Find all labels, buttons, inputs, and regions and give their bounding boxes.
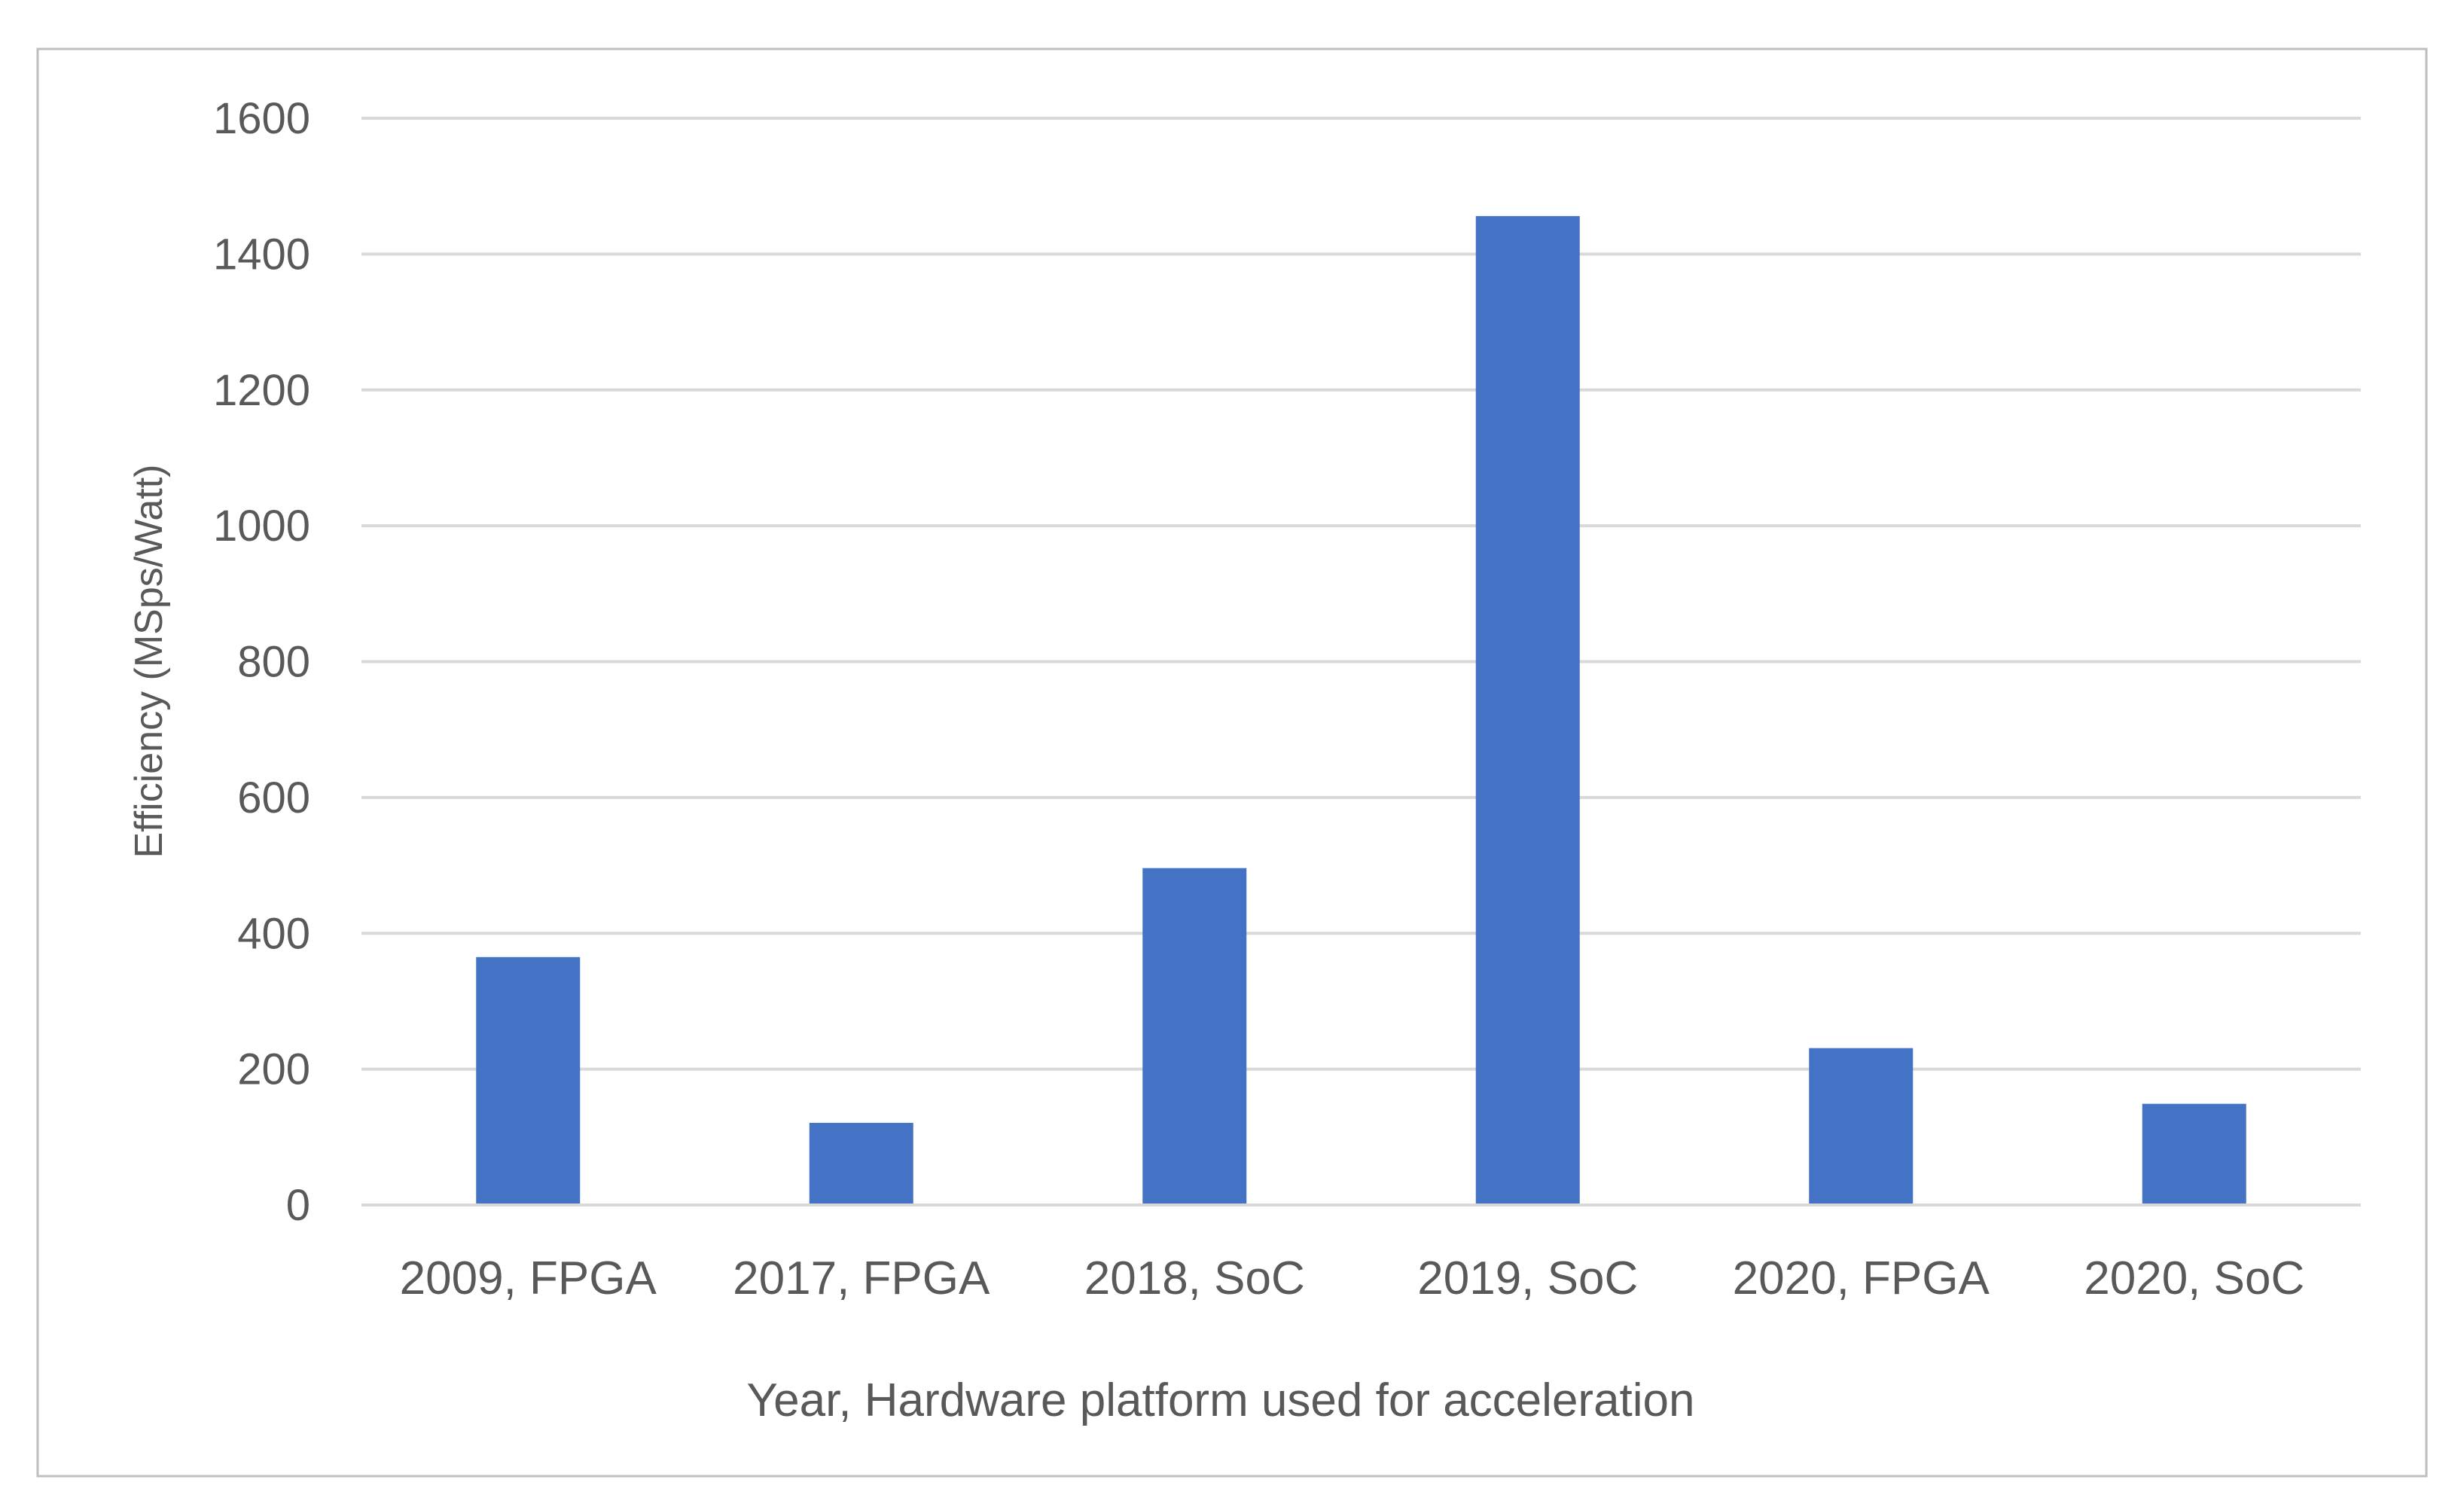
y-tick-label: 1200	[213, 366, 310, 415]
x-axis-title: Year, Hardware platform used for acceler…	[746, 1374, 1694, 1426]
y-tick-label: 200	[237, 1045, 310, 1094]
bar	[476, 956, 581, 1205]
x-category-label: 2019, SoC	[1417, 1252, 1638, 1304]
bar	[2142, 1103, 2246, 1205]
x-category-label: 2020, SoC	[2084, 1252, 2304, 1304]
x-category-label: 2017, FPGA	[733, 1252, 990, 1304]
y-tick-label: 0	[286, 1181, 310, 1230]
x-category-label: 2009, FPGA	[400, 1252, 657, 1304]
y-tick-label: 1000	[213, 502, 310, 551]
x-category-label: 2018, SoC	[1084, 1252, 1305, 1304]
x-category-label: 2020, FPGA	[1733, 1252, 1990, 1304]
y-tick-label: 600	[237, 773, 310, 822]
bar	[1475, 215, 1580, 1205]
bar	[809, 1122, 913, 1205]
y-tick-label: 1600	[213, 94, 310, 143]
bar	[1142, 868, 1247, 1205]
x-axis-category-labels: 2009, FPGA 2017, FPGA 2018, SoC 2019, SoC 20…	[400, 1252, 2305, 1304]
y-axis-title: Efficiency (MSps/Watt)	[127, 465, 171, 859]
bars	[476, 215, 2246, 1205]
y-axis-tick-labels: 0 200 400 600 800 1000 1200 1400 1600	[213, 94, 310, 1230]
y-tick-label: 400	[237, 909, 310, 958]
y-tick-label: 1400	[213, 230, 310, 279]
chart-border	[36, 47, 2428, 1478]
gridlines	[361, 117, 2361, 1071]
y-tick-label: 800	[237, 638, 310, 687]
bar	[1809, 1048, 1914, 1205]
